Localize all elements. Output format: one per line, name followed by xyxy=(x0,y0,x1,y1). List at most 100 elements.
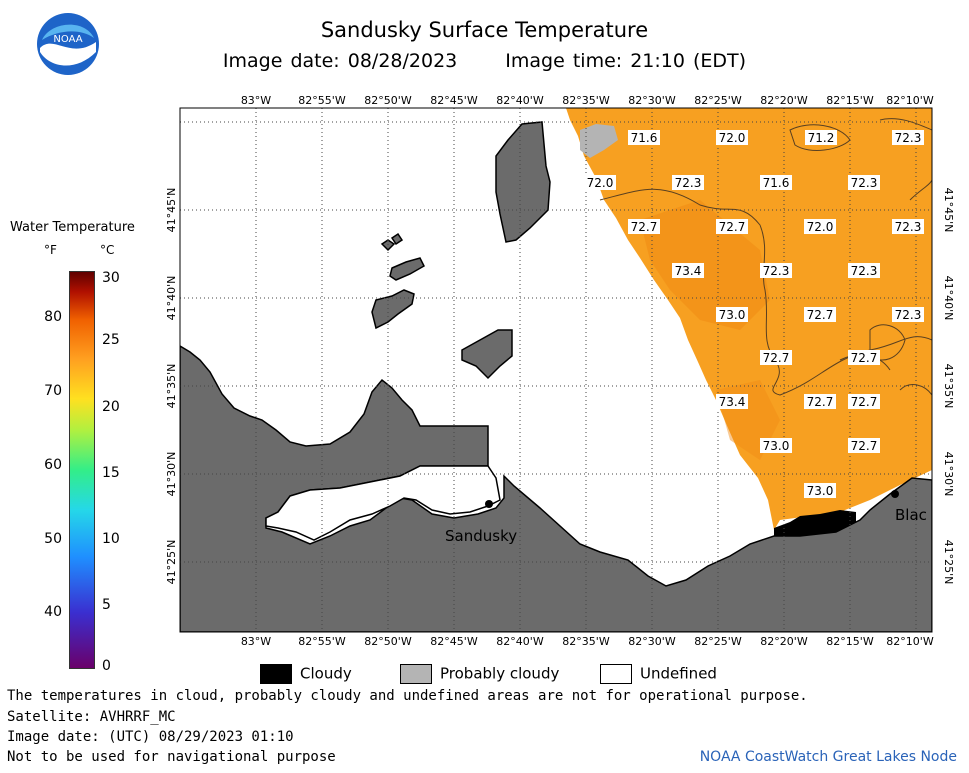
logo-text: NOAA xyxy=(53,34,82,45)
temperature-label: 71.6 xyxy=(760,175,792,190)
temperature-label: 72.0 xyxy=(716,130,748,145)
svg-text:73.4: 73.4 xyxy=(719,395,746,409)
f-tick: 70 xyxy=(44,383,62,399)
c-tick: 10 xyxy=(102,531,120,547)
svg-text:72.0: 72.0 xyxy=(719,131,746,145)
svg-text:82°35'W: 82°35'W xyxy=(562,635,610,648)
island-bass-1 xyxy=(371,289,415,330)
temperature-label: 73.0 xyxy=(716,307,748,322)
credit: NOAA CoastWatch Great Lakes Node xyxy=(699,749,957,765)
undefined-swatch-icon xyxy=(600,664,632,684)
svg-text:82°40'W: 82°40'W xyxy=(496,94,544,107)
svg-text:82°30'W: 82°30'W xyxy=(628,635,676,648)
svg-text:41°40'N: 41°40'N xyxy=(165,276,178,321)
c-tick: 25 xyxy=(102,332,120,348)
svg-text:72.3: 72.3 xyxy=(895,308,922,322)
svg-text:82°25'W: 82°25'W xyxy=(694,635,742,648)
temperature-label: 72.0 xyxy=(804,219,836,234)
cloudy-swatch-icon xyxy=(260,664,292,684)
f-tick: 40 xyxy=(44,604,62,620)
temperature-label: 72.7 xyxy=(716,219,748,234)
longitude-labels-top: 83°W 82°55'W 82°50'W 82°45'W 82°40'W 82°35'… xyxy=(241,94,934,107)
temperature-label: 72.0 xyxy=(584,175,616,190)
svg-text:82°40'W: 82°40'W xyxy=(496,635,544,648)
svg-text:72.7: 72.7 xyxy=(763,351,790,365)
temperature-label: 71.6 xyxy=(628,130,660,145)
svg-text:82°35'W: 82°35'W xyxy=(562,94,610,107)
image-time-local: Image time: 21:10 (EDT) xyxy=(505,50,747,72)
svg-text:82°45'W: 82°45'W xyxy=(430,635,478,648)
svg-text:82°55'W: 82°55'W xyxy=(298,635,346,648)
probably-cloudy-area xyxy=(580,124,618,158)
image-date-local: Image date: 08/28/2023 xyxy=(222,50,458,72)
key-undefined: Undefined xyxy=(600,664,717,684)
svg-text:72.3: 72.3 xyxy=(851,176,878,190)
svg-text:41°25'N: 41°25'N xyxy=(165,540,178,585)
svg-text:73.0: 73.0 xyxy=(807,484,834,498)
svg-text:72.7: 72.7 xyxy=(719,220,746,234)
svg-text:41°25'N: 41°25'N xyxy=(942,540,955,585)
temperature-label: 72.3 xyxy=(892,130,924,145)
svg-text:82°10'W: 82°10'W xyxy=(886,635,934,648)
f-tick: 50 xyxy=(44,531,62,547)
svg-text:72.7: 72.7 xyxy=(851,351,878,365)
graticule xyxy=(180,108,932,632)
temperature-label: 72.3 xyxy=(892,219,924,234)
sandusky-label: Sandusky xyxy=(445,527,517,545)
longitude-labels-bottom: 83°W 82°55'W 82°50'W 82°45'W 82°40'W 82°35'… xyxy=(241,635,934,648)
svg-text:73.0: 73.0 xyxy=(763,439,790,453)
footer-satellite: Satellite: AVHRRF_MC xyxy=(7,709,176,725)
legend-unit-fahrenheit: °F xyxy=(44,243,57,257)
temperature-colorbar xyxy=(69,271,95,669)
latitude-labels-right: 41°45'N 41°40'N 41°35'N 41°30'N 41°25'N xyxy=(942,188,955,585)
svg-text:41°30'N: 41°30'N xyxy=(165,452,178,497)
c-tick: 20 xyxy=(102,399,120,415)
svg-text:72.7: 72.7 xyxy=(807,395,834,409)
svg-text:73.4: 73.4 xyxy=(675,264,702,278)
svg-text:72.3: 72.3 xyxy=(851,264,878,278)
svg-text:71.6: 71.6 xyxy=(631,131,658,145)
legend-unit-celsius: °C xyxy=(100,243,115,257)
temperature-label: 72.7 xyxy=(628,219,660,234)
svg-text:82°45'W: 82°45'W xyxy=(430,94,478,107)
svg-text:72.3: 72.3 xyxy=(675,176,702,190)
svg-text:72.7: 72.7 xyxy=(851,395,878,409)
svg-text:41°30'N: 41°30'N xyxy=(942,452,955,497)
svg-text:72.0: 72.0 xyxy=(587,176,614,190)
svg-text:82°50'W: 82°50'W xyxy=(364,635,412,648)
svg-text:82°20'W: 82°20'W xyxy=(760,94,808,107)
svg-text:72.0: 72.0 xyxy=(807,220,834,234)
legend-title: Water Temperature xyxy=(10,220,135,235)
svg-text:73.0: 73.0 xyxy=(719,308,746,322)
svg-text:82°15'W: 82°15'W xyxy=(826,94,874,107)
c-tick: 30 xyxy=(102,270,120,286)
svg-text:82°55'W: 82°55'W xyxy=(298,94,346,107)
temperature-label: 72.3 xyxy=(848,263,880,278)
temperature-label: 72.7 xyxy=(848,438,880,453)
footer-utc-date: Image date: (UTC) 08/29/2023 01:10 xyxy=(7,729,294,745)
svg-text:82°15'W: 82°15'W xyxy=(826,635,874,648)
svg-text:71.2: 71.2 xyxy=(808,131,835,145)
sandusky-marker-icon xyxy=(485,500,493,508)
black-river-label: Blac xyxy=(895,506,927,524)
footer-note: The temperatures in cloud, probably clou… xyxy=(7,688,808,704)
probably-cloudy-swatch-icon xyxy=(400,664,432,684)
island-kelleys xyxy=(461,329,513,380)
temperature-label: 73.4 xyxy=(716,394,748,409)
cloudy-area xyxy=(774,510,856,536)
temperature-label: 72.7 xyxy=(848,350,880,365)
svg-text:83°W: 83°W xyxy=(241,635,271,648)
temperature-label: 72.7 xyxy=(804,394,836,409)
noaa-logo-icon: NOAA xyxy=(37,13,99,75)
temperature-label: 73.0 xyxy=(760,438,792,453)
svg-text:82°25'W: 82°25'W xyxy=(694,94,742,107)
f-tick: 60 xyxy=(44,457,62,473)
island-bass-4 xyxy=(390,232,404,246)
page-title: Sandusky Surface Temperature xyxy=(320,18,649,42)
land-south-shore xyxy=(180,345,932,632)
svg-text:72.3: 72.3 xyxy=(763,264,790,278)
c-tick: 15 xyxy=(102,465,120,481)
svg-text:72.3: 72.3 xyxy=(895,131,922,145)
temperature-label: 72.3 xyxy=(848,175,880,190)
temperature-label: 72.7 xyxy=(848,394,880,409)
